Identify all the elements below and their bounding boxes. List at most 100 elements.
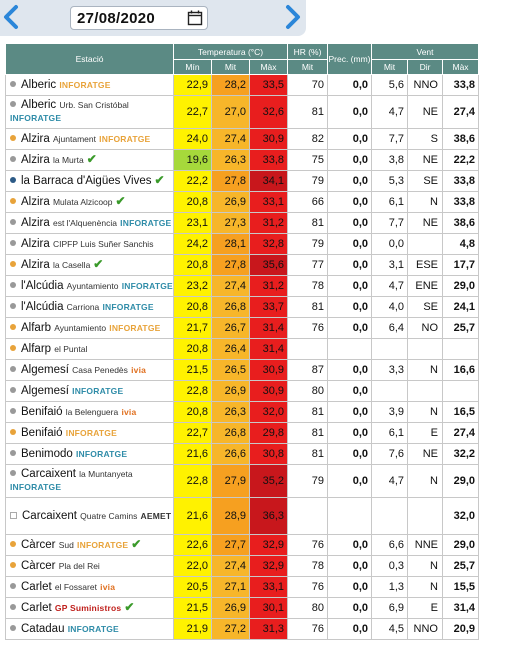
temp-mit-cell: 26,7 (211, 317, 250, 339)
station-location: Ayuntamiento (66, 280, 119, 291)
temp-min-cell: 20,8 (173, 401, 212, 423)
wind-max-cell: 29,0 (441, 464, 480, 498)
station-name[interactable]: Algemesí (21, 384, 69, 397)
station-name[interactable]: Catadau (21, 622, 65, 635)
station-name[interactable]: Alzira (21, 259, 50, 271)
temp-max-cell: 35,6 (249, 254, 288, 276)
temp-min-cell: 22,0 (173, 555, 212, 577)
wind-dir-cell: S (407, 128, 443, 150)
header-temperature: Temperatura (°C) (173, 43, 288, 60)
humidity-cell: 81 (287, 95, 328, 129)
station-location: Ayuntamiento (54, 322, 107, 333)
station-name[interactable]: Carcaixent (21, 468, 76, 480)
temp-min-cell: 21,7 (173, 317, 212, 339)
temp-mit-cell: 26,6 (211, 443, 250, 465)
station-name[interactable]: Alberic (21, 99, 57, 111)
station-name[interactable]: Alzira (21, 237, 50, 250)
temp-max-cell: 31,2 (249, 275, 288, 297)
station-name[interactable]: Alfarb (21, 321, 52, 334)
wind-dir-cell: NE (407, 212, 443, 234)
station-name[interactable]: l'Alcúdia (21, 300, 64, 313)
temp-mit-cell: 27,8 (211, 254, 250, 276)
temp-mit-cell: 28,1 (211, 233, 250, 255)
header-temp-mit[interactable]: Mit (211, 59, 250, 75)
status-dot (10, 239, 16, 246)
temp-max-cell: 29,8 (249, 422, 288, 444)
station-name[interactable]: Alzira (21, 216, 50, 229)
station-row: l'Alcúdia Ayuntamiento INFORATGE 23,2 27,4… (5, 275, 480, 297)
network-logo: INFORATGE (120, 217, 172, 228)
precip-cell: 0,0 (327, 401, 372, 423)
humidity-cell: 76 (287, 618, 328, 640)
station-name[interactable]: Algemesí (21, 363, 69, 376)
precip-cell: 0,0 (327, 359, 372, 381)
station-row: Alzira est l'Alquenència INFORATGE 23,1 27… (5, 212, 480, 234)
station-name[interactable]: Càrcer (21, 559, 56, 572)
header-temp-max[interactable]: Màx (249, 59, 288, 75)
header-temp-min[interactable]: Mín (173, 59, 212, 75)
precip-cell: 0,0 (327, 597, 372, 619)
station-name[interactable]: Alzira (21, 154, 50, 166)
humidity-cell: 70 (287, 74, 328, 96)
station-location: la Muntanyeta (79, 469, 133, 479)
header-precip[interactable]: Prec. (mm) (327, 43, 372, 75)
station-row: Carcaixent Quatre Camins AEMET 21,6 28,9 36… (5, 497, 480, 535)
status-dot (10, 101, 16, 107)
temp-min-cell: 20,8 (173, 254, 212, 276)
network-logo: INFORATGE (65, 427, 117, 438)
humidity-cell: 81 (287, 212, 328, 234)
wind-mit-cell (371, 497, 408, 535)
station-location: Mulata Alzicoop (52, 197, 113, 207)
wind-max-cell: 16,6 (441, 359, 480, 381)
temp-max-cell: 30,9 (249, 359, 288, 381)
wind-max-cell: 29,0 (441, 275, 480, 297)
wind-dir-cell: N (407, 401, 443, 423)
station-location: Ajuntament (52, 133, 96, 144)
station-name[interactable]: Alzira (21, 196, 50, 208)
wind-mit-cell: 1,3 (371, 576, 408, 598)
station-cell: Catadau INFORATGE (5, 618, 174, 640)
station-name[interactable]: Benimodo (21, 447, 73, 460)
station-row: Benifaió la Belenguera ivia 20,8 26,3 32,0 8… (5, 401, 480, 423)
station-name[interactable]: Alfarp (21, 342, 52, 355)
precip-cell (327, 338, 372, 360)
station-name[interactable]: Benifaió (21, 405, 63, 418)
station-name[interactable]: Benifaió (21, 426, 63, 439)
header-wind-dir[interactable]: Dir (407, 59, 443, 75)
status-dot (10, 624, 16, 631)
wind-mit-cell: 4,7 (371, 95, 408, 129)
network-logo: INFORATGE (109, 322, 161, 333)
header-station[interactable]: Estació (5, 43, 174, 75)
station-name[interactable]: Carlet (21, 580, 52, 593)
temp-mit-cell: 26,8 (211, 422, 250, 444)
network-logo: ivia (131, 364, 147, 375)
header-wind-mit[interactable]: Mit (371, 59, 408, 75)
station-row: Catadau INFORATGE 21,9 27,2 31,3 76 0,0 4,5 NNO… (5, 618, 480, 640)
header-hr-mit[interactable]: Mit (287, 59, 328, 75)
station-name[interactable]: Alberic (21, 78, 57, 91)
header-wind-max[interactable]: Màx (441, 59, 480, 75)
station-row: Càrcer Pla del Rei 22,0 27,4 32,9 78 0,0 0,3 N 2… (5, 555, 480, 577)
station-name[interactable]: Carlet (21, 602, 52, 614)
temp-max-cell: 31,3 (249, 618, 288, 640)
station-name[interactable]: Càrcer (21, 539, 56, 551)
temp-mit-cell: 27,4 (211, 555, 250, 577)
station-name[interactable]: Carcaixent (22, 509, 77, 522)
temp-max-cell: 31,4 (249, 338, 288, 360)
station-name[interactable]: la Barraca d'Aigües Vives (21, 175, 152, 187)
precip-cell: 0,0 (327, 443, 372, 465)
status-dot (10, 407, 16, 414)
network-logo: INFORATGE (99, 133, 151, 144)
next-day-button[interactable] (284, 4, 302, 30)
station-name[interactable]: Alzira (21, 132, 50, 145)
humidity-cell: 76 (287, 576, 328, 598)
wind-dir-cell: NNE (407, 534, 443, 556)
previous-day-button[interactable] (2, 4, 20, 30)
temp-mit-cell: 26,4 (211, 338, 250, 360)
humidity-cell: 81 (287, 443, 328, 465)
date-input[interactable]: 27/08/2020 (70, 6, 208, 30)
temp-max-cell: 30,1 (249, 597, 288, 619)
precip-cell: 0,0 (327, 380, 372, 402)
calendar-icon[interactable] (187, 10, 203, 26)
station-name[interactable]: l'Alcúdia (21, 279, 64, 292)
